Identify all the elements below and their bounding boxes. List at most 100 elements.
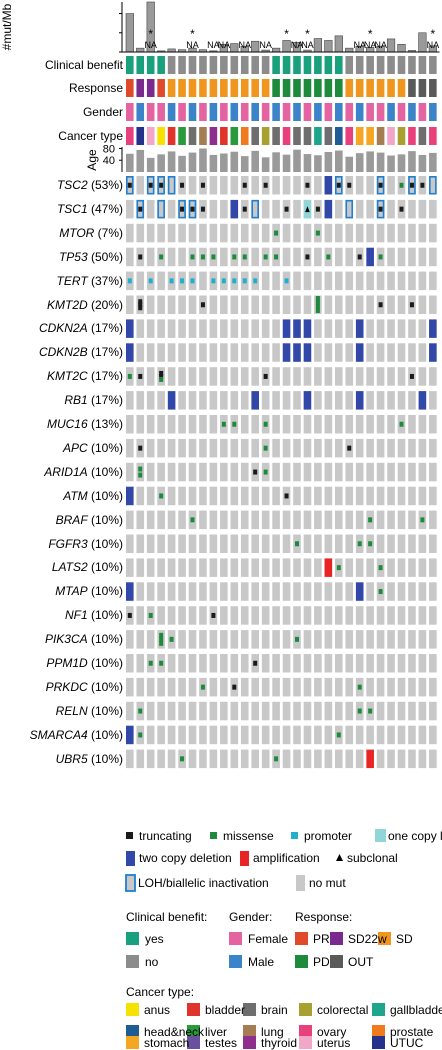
legend-swatch-ovary <box>299 1025 312 1038</box>
gene-pct: (10%) <box>87 464 123 479</box>
gene-cell <box>188 295 197 314</box>
gene-label-KMT2D: KMT2D (20%) <box>0 298 123 312</box>
gene-cell <box>335 630 343 649</box>
gene-cell <box>324 199 333 219</box>
gene-cell <box>126 199 134 219</box>
alteration-mark <box>409 182 414 188</box>
gene-cell <box>335 247 343 267</box>
gene-cell <box>429 391 437 410</box>
clinical_benefit-cell <box>303 56 312 74</box>
gender-cell <box>324 103 333 121</box>
gene-cell <box>261 677 270 697</box>
alteration-mark <box>357 254 362 260</box>
gene-cell <box>387 438 395 458</box>
alteration-mark <box>180 206 185 212</box>
gene-cell <box>314 438 322 458</box>
gene-cell <box>303 582 312 601</box>
gene-cell <box>209 725 218 745</box>
gene-cell <box>220 223 228 243</box>
gene-cell <box>366 271 374 291</box>
gene-cell <box>220 677 228 697</box>
gene-cell <box>293 701 301 721</box>
alteration-mark <box>159 632 164 638</box>
gene-cell <box>335 295 343 314</box>
gene-cell <box>314 486 322 506</box>
gene-cell <box>387 701 395 721</box>
gene-cell <box>282 749 291 769</box>
legend-label-yes: yes <box>145 932 164 946</box>
gene-cell <box>387 606 395 625</box>
gene-cell <box>314 749 322 769</box>
gene-cell <box>293 176 301 195</box>
gene-cell <box>429 534 437 553</box>
gene-cell <box>136 271 145 291</box>
gene-cell <box>408 199 416 219</box>
alteration-mark <box>263 254 268 260</box>
alteration-mark <box>263 182 268 188</box>
loh-border <box>376 199 385 219</box>
legend-swatch-OUT <box>330 955 343 968</box>
gene-cell <box>261 558 270 577</box>
gene-cell <box>387 725 395 745</box>
gene-pct: (10%) <box>87 488 123 503</box>
gene-cell <box>387 630 395 649</box>
gene-cell <box>240 295 249 314</box>
gene-cell <box>199 367 207 386</box>
age-tick-label: 80 <box>103 143 115 155</box>
gene-cell <box>387 343 395 362</box>
cancer_type-cell <box>345 127 354 145</box>
alteration-mark <box>263 469 268 475</box>
gene-cell <box>397 462 406 482</box>
gene-label-ATM: ATM (10%) <box>0 489 123 503</box>
gene-cell <box>178 725 186 745</box>
gene-cell <box>303 677 312 697</box>
gene-cell <box>272 654 280 673</box>
gene-pct: (53%) <box>87 178 123 192</box>
gene-cell <box>157 749 165 769</box>
gene-cell <box>355 558 364 577</box>
alteration-mark <box>221 278 226 284</box>
gene-name: NF1 <box>64 608 88 623</box>
gene-cell <box>230 582 239 601</box>
gene-cell <box>251 701 259 721</box>
mut-bar <box>334 35 343 53</box>
gene-cell <box>324 343 333 362</box>
gene-cell <box>146 295 155 314</box>
mut-ylabel: #mut/Mb <box>0 3 14 50</box>
gene-cell <box>429 510 437 530</box>
gene-cell <box>157 725 165 745</box>
alteration-mark <box>378 182 383 188</box>
gene-cell <box>387 654 395 673</box>
response-cell <box>335 79 343 97</box>
gender-cell <box>261 103 270 121</box>
gene-cell <box>429 725 437 745</box>
na-label: NA <box>301 40 314 50</box>
legend-swatch-UTUC <box>372 1036 385 1049</box>
gene-name: SMARCA4 <box>29 727 88 742</box>
gene-cell <box>408 247 416 267</box>
gene-cell <box>126 510 134 530</box>
gender-cell <box>126 103 134 121</box>
gene-cell <box>220 725 228 745</box>
gene-cell <box>251 247 259 267</box>
cancer_type-cell <box>324 127 333 145</box>
gene-name: KMT2D <box>46 297 88 312</box>
gene-cell <box>136 749 145 769</box>
gene-label-NF1: NF1 (10%) <box>0 608 123 622</box>
gene-cell <box>261 343 270 362</box>
gene-cell <box>178 438 186 458</box>
gene-cell <box>376 319 385 338</box>
gene-cell <box>272 391 280 410</box>
gene-cell <box>376 462 385 482</box>
gene-cell <box>282 606 291 625</box>
gene-cell <box>293 558 301 577</box>
gene-pct: (20%) <box>87 297 123 312</box>
gene-cell <box>314 391 322 410</box>
age-bar <box>345 156 354 172</box>
gender-cell <box>167 103 176 121</box>
gene-cell <box>199 701 207 721</box>
gene-label-RB1: RB1 (17%) <box>0 393 123 407</box>
cancer_type-cell <box>199 127 207 145</box>
age-bar <box>126 153 134 172</box>
gene-cell <box>324 486 333 506</box>
